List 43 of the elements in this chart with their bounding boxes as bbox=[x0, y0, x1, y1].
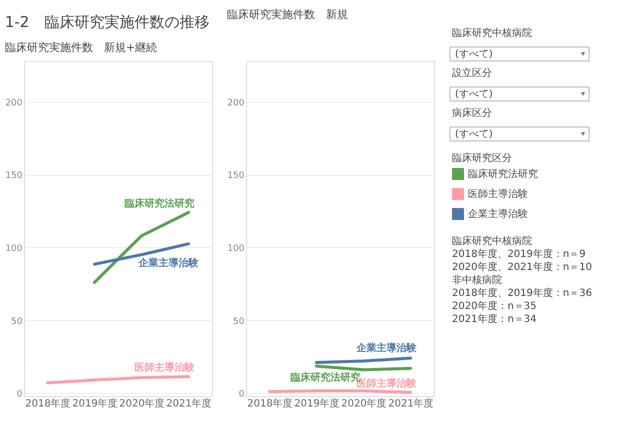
series-label: 臨床研究法研究 bbox=[124, 197, 194, 210]
text: 2018年度、2019年度：n＝36 bbox=[452, 287, 592, 299]
y-tick-label: 0 bbox=[238, 390, 245, 400]
x-tick-label: 2018年度 bbox=[247, 398, 293, 410]
text: 2020年度：n＝35 bbox=[452, 300, 537, 312]
y-tick-label: 0 bbox=[16, 390, 23, 400]
legend-label: 企業主導治験 bbox=[468, 208, 528, 220]
text: 2021年度：n＝34 bbox=[452, 313, 537, 325]
y-tick-label: 150 bbox=[227, 171, 245, 182]
x-tick-label: 2020年度 bbox=[119, 398, 165, 410]
legend-label: 臨床研究法研究 bbox=[468, 168, 538, 180]
text: (すべて) bbox=[455, 49, 493, 60]
text: 臨床研究中核病院 bbox=[452, 235, 532, 247]
series-label: 医師主導治験 bbox=[134, 362, 196, 374]
text: 2020年度、2021年度：n＝10 bbox=[452, 261, 592, 273]
y-tick-label: 50 bbox=[11, 316, 23, 327]
y-tick-label: 150 bbox=[5, 171, 23, 182]
chart-subtitle: 臨床研究実施件数 新規+継続 bbox=[4, 41, 158, 54]
y-tick-label: 200 bbox=[5, 98, 23, 108]
x-tick-label: 2018年度 bbox=[25, 398, 71, 410]
text: 設立区分 bbox=[452, 67, 492, 79]
y-tick-label: 100 bbox=[5, 244, 23, 254]
line-series bbox=[46, 375, 190, 384]
x-tick-label: 2021年度 bbox=[388, 398, 434, 410]
chart-title: 臨床研究実施件数 新規 bbox=[226, 8, 348, 21]
x-tick-label: 2019年度 bbox=[294, 398, 340, 410]
text: 企業主導治験 bbox=[356, 343, 416, 354]
chart-title: 1-2 臨床研究実施件数の推移 bbox=[4, 13, 210, 31]
text: 病床区分 bbox=[452, 107, 492, 119]
x-tick-label: 2021年度 bbox=[166, 398, 212, 410]
text: (すべて) bbox=[455, 129, 493, 140]
text: 2018年度、2019年度：n＝9 bbox=[452, 248, 586, 260]
text: (すべて) bbox=[455, 89, 493, 100]
y-tick-label: 200 bbox=[227, 98, 245, 108]
y-tick-label: 50 bbox=[233, 316, 245, 327]
text: 臨床研究中核病院 bbox=[452, 27, 532, 39]
text: 非中核病院 bbox=[452, 274, 502, 286]
series-label: 企業主導治験 bbox=[138, 256, 200, 269]
legend-label: 医師主導治験 bbox=[468, 188, 528, 200]
legend-title: 臨床研究区分 bbox=[452, 152, 512, 164]
y-tick-label: 100 bbox=[227, 244, 245, 254]
x-tick-label: 2019年度 bbox=[72, 398, 118, 410]
x-tick-label: 2020年度 bbox=[341, 398, 387, 410]
